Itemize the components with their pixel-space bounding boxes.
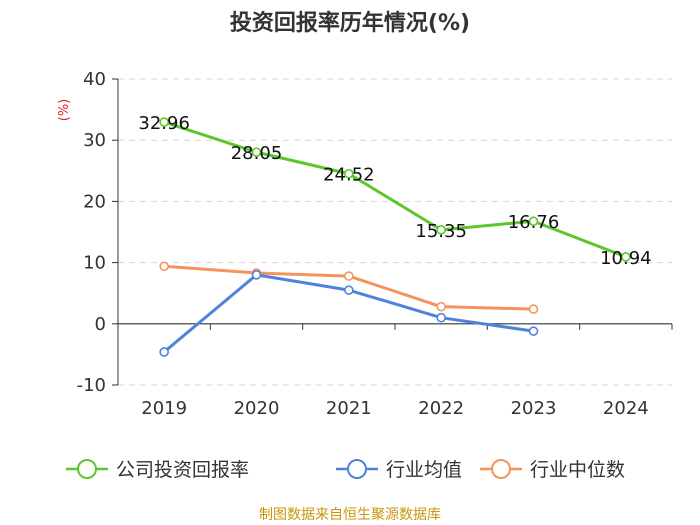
data-point[interactable] bbox=[436, 301, 446, 312]
data-point[interactable] bbox=[528, 304, 539, 314]
data-point[interactable] bbox=[251, 147, 262, 157]
data-label: 32.96 bbox=[138, 113, 190, 134]
data-label: 28.05 bbox=[231, 143, 283, 164]
axes: 40 30 20 10 0 -10 2019 2020 2021 2022 2023 2024 bbox=[77, 69, 673, 419]
y-tick-label: 20 bbox=[83, 191, 106, 212]
y-tick-label: 30 bbox=[83, 130, 106, 151]
data-point[interactable] bbox=[344, 168, 354, 179]
x-tick-label: 2024 bbox=[603, 398, 649, 419]
legend-label: 公司投资回报率 bbox=[116, 459, 249, 481]
data-point[interactable] bbox=[621, 252, 631, 262]
data-label: 10.94 bbox=[600, 248, 652, 269]
legend-item[interactable]: 公司投资回报率 bbox=[66, 459, 249, 481]
data-point[interactable] bbox=[159, 347, 169, 357]
data-label: 16.76 bbox=[508, 212, 560, 233]
chart-title: 投资回报率历年情况(%) bbox=[230, 10, 470, 36]
grid bbox=[118, 78, 672, 386]
legend-marker bbox=[491, 459, 511, 479]
data-label: 15.35 bbox=[415, 221, 467, 242]
legend-label: 行业中位数 bbox=[530, 459, 625, 481]
data-point[interactable] bbox=[344, 271, 354, 281]
y-tick-label: 10 bbox=[83, 253, 106, 274]
data-point[interactable] bbox=[159, 117, 169, 127]
y-tick-label: -10 bbox=[77, 375, 106, 396]
x-tick-label: 2022 bbox=[418, 398, 464, 419]
legend-marker bbox=[347, 459, 367, 479]
legend[interactable]: 公司投资回报率 行业均值 行业中位数 bbox=[66, 459, 625, 481]
y-tick-label: 0 bbox=[95, 314, 106, 335]
series-group bbox=[159, 117, 631, 357]
data-point[interactable] bbox=[159, 261, 169, 272]
legend-label: 行业均值 bbox=[386, 459, 462, 481]
x-tick-label: 2021 bbox=[326, 398, 372, 419]
data-point[interactable] bbox=[528, 326, 539, 336]
data-point[interactable] bbox=[528, 216, 539, 227]
y-axis-unit: (%) bbox=[57, 99, 72, 122]
source-note: 制图数据来自恒生聚源数据库 bbox=[259, 507, 441, 523]
x-tick-label: 2023 bbox=[511, 398, 557, 419]
data-labels: 32.96 28.05 24.52 15.35 16.76 10.94 bbox=[138, 113, 651, 269]
data-point[interactable] bbox=[344, 285, 354, 295]
legend-item[interactable]: 行业中位数 bbox=[480, 459, 625, 481]
x-tick-label: 2019 bbox=[141, 398, 187, 419]
series-line bbox=[163, 120, 627, 259]
legend-item[interactable]: 行业均值 bbox=[336, 459, 462, 481]
legend-marker bbox=[77, 459, 97, 479]
data-point[interactable] bbox=[251, 270, 262, 280]
x-tick-label: 2020 bbox=[234, 398, 280, 419]
data-label: 24.52 bbox=[323, 165, 375, 186]
y-tick-label: 40 bbox=[83, 69, 106, 90]
data-point[interactable] bbox=[436, 312, 446, 323]
data-point[interactable] bbox=[436, 225, 446, 235]
